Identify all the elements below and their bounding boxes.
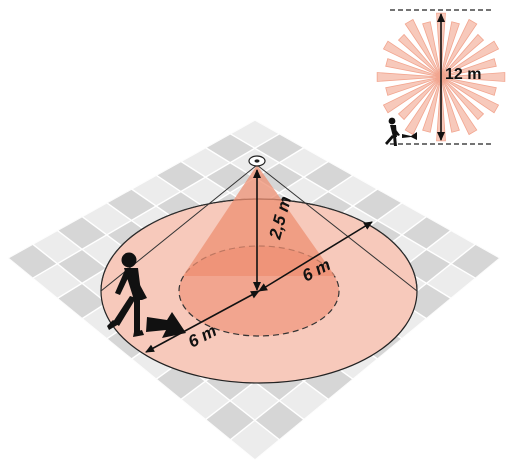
starburst-ray <box>385 58 442 78</box>
starburst-ray <box>422 21 442 78</box>
walking-person-icon <box>107 252 147 337</box>
starburst-ray <box>440 76 497 96</box>
starburst-ray <box>440 58 497 78</box>
starburst-ray <box>440 72 506 82</box>
coverage-top-view-inset: 12 m <box>376 9 506 146</box>
starburst-ray <box>440 33 485 78</box>
coverage-starburst <box>376 12 506 142</box>
outer-zone-dashed-back <box>100 198 418 292</box>
starburst-ray <box>440 40 500 78</box>
floor-tile <box>450 244 500 279</box>
starburst-ray <box>440 76 460 133</box>
starburst-ray <box>440 21 460 78</box>
starburst-ray <box>440 18 478 78</box>
starburst-ray <box>440 76 478 136</box>
floor-tile <box>57 283 107 319</box>
small-walking-person-icon <box>385 117 417 146</box>
starburst-ray <box>397 76 442 121</box>
radius-left-line <box>145 290 260 353</box>
starburst-ray <box>440 76 485 121</box>
floor-tile <box>8 244 58 279</box>
starburst-ray <box>404 18 442 78</box>
motion-sensor-icon <box>248 155 266 167</box>
floor-tile <box>57 216 107 250</box>
starburst-ray <box>404 76 442 136</box>
starburst-ray <box>385 76 442 96</box>
floor-tile <box>57 249 107 284</box>
diameter-label: 12 m <box>445 66 481 83</box>
starburst-ray <box>376 72 442 82</box>
direction-arrow-icon <box>146 312 186 338</box>
radius-right-line <box>258 221 373 292</box>
starburst-ray <box>422 76 442 133</box>
starburst-ray <box>397 33 442 78</box>
starburst-ray <box>382 76 442 114</box>
starburst-ray <box>440 76 500 114</box>
starburst-ray <box>382 40 442 78</box>
small-direction-arrow-icon <box>402 132 417 140</box>
floor-tile <box>401 216 451 250</box>
